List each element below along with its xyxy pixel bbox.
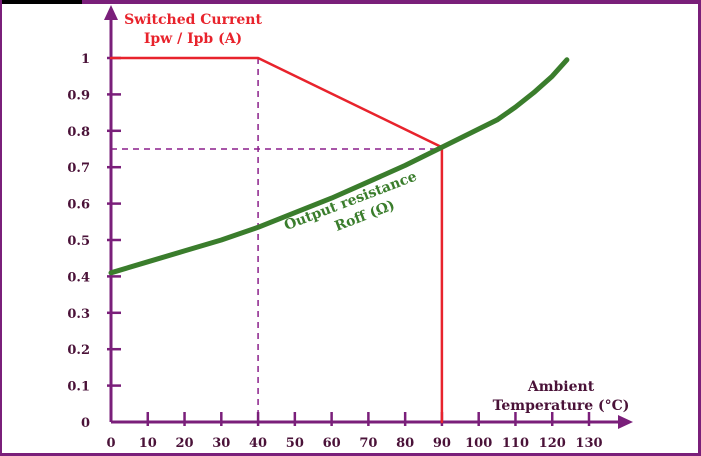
frame-left-border [0, 0, 2, 456]
x-tick-label: 30 [212, 436, 230, 451]
y-tick-label: 0.2 [67, 343, 90, 358]
y-tick-label: 0.1 [67, 380, 90, 395]
y-tick-label: 0.4 [67, 270, 90, 285]
x-tick-label: 60 [323, 436, 341, 451]
x-tick-label: 0 [106, 436, 115, 451]
y-axis-arrow [104, 5, 118, 20]
x-axis-title-line-2: Temperature (°C) [493, 398, 630, 414]
output-resistance-annotation: Output resistance Roff (Ω) [282, 169, 419, 235]
y-axis-title-line-2: Ipw / Ipb (A) [144, 31, 242, 47]
reference-lines [111, 58, 442, 422]
y-tick-label: 0.8 [67, 125, 90, 140]
y-tick-label: 0.7 [67, 161, 90, 176]
y-tick-label: 1 [81, 52, 90, 67]
frame-right-border [698, 0, 701, 456]
x-tick-label: 90 [433, 436, 451, 451]
frame-top-border [0, 0, 701, 4]
x-tick-label: 120 [539, 436, 566, 451]
x-axis-arrow [618, 415, 633, 429]
x-tick-label: 20 [175, 436, 193, 451]
y-axis-title-line-1: Switched Current [124, 12, 262, 28]
x-tick-label: 130 [575, 436, 602, 451]
x-tick-label: 40 [249, 436, 267, 451]
x-tick-label: 10 [139, 436, 157, 451]
x-axis-title-line-1: Ambient [527, 379, 595, 395]
y-tick-label: 0.3 [67, 307, 90, 322]
x-tick-label: 70 [359, 436, 377, 451]
x-tick-label: 50 [286, 436, 304, 451]
y-tick-label: 0.5 [67, 234, 90, 249]
y-tick-label: 0.6 [67, 198, 90, 213]
x-tick-label: 100 [465, 436, 492, 451]
switched-current-line [109, 56, 444, 424]
axes [104, 5, 633, 429]
tick-labels: 00.10.20.30.40.50.60.70.80.910 10 20 30 40 50… [67, 52, 602, 451]
y-tick-label: 0.9 [67, 88, 90, 103]
series-lines [108, 56, 570, 424]
y-tick-label: 0 [81, 416, 90, 431]
x-tick-label: 110 [502, 436, 529, 451]
frame-top-dark-segment [0, 0, 82, 4]
output-resistance-curve [108, 57, 570, 276]
frame-bottom-border [0, 453, 701, 456]
x-tick-label: 80 [396, 436, 414, 451]
